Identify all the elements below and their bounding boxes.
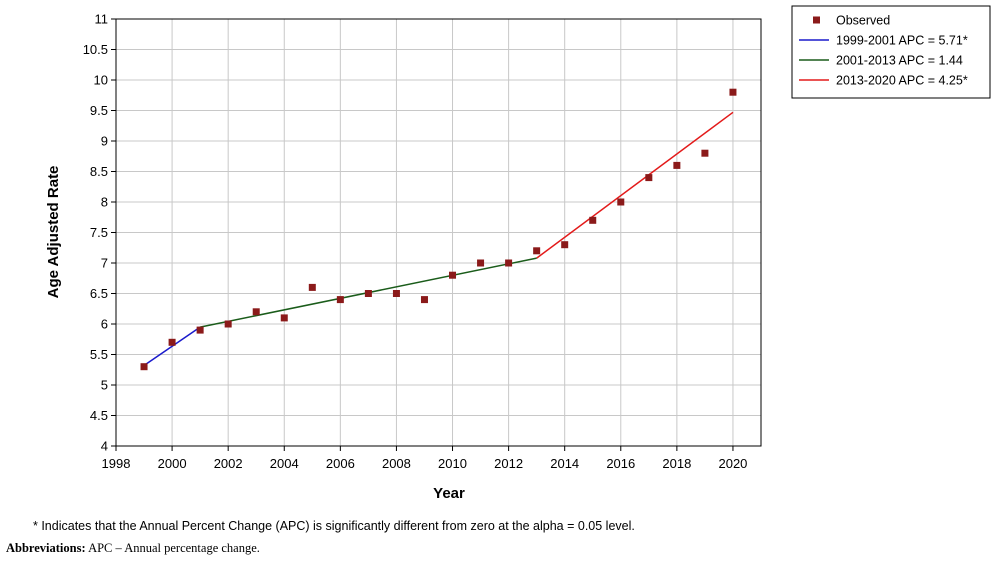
data-point (505, 259, 513, 267)
x-tick-label: 2020 (718, 456, 747, 471)
y-tick-label: 7.5 (90, 225, 108, 240)
y-tick-label: 6.5 (90, 286, 108, 301)
data-point (420, 296, 428, 304)
x-tick-label: 2008 (382, 456, 411, 471)
x-tick-label: 2012 (494, 456, 523, 471)
data-point (196, 326, 204, 334)
y-tick-label: 8.5 (90, 164, 108, 179)
data-point (336, 296, 344, 304)
x-tick-label: 2018 (662, 456, 691, 471)
legend-label: 2001-2013 APC = 1.44 (836, 54, 963, 68)
y-tick-label: 5 (101, 378, 108, 393)
data-point (364, 290, 372, 297)
x-tick-label: 1998 (102, 456, 131, 471)
data-point (673, 161, 681, 169)
legend-box (791, 5, 991, 99)
data-point (589, 216, 597, 224)
data-point (561, 241, 569, 249)
data-point (392, 290, 400, 297)
x-tick-label: 2006 (326, 456, 355, 471)
y-axis-ticks: 4 4.5 5 5.5 6 6.5 7 7.5 8 8.5 9 9.5 10 10.5 11 (83, 12, 116, 454)
legend-label: 2013-2020 APC = 4.25* (836, 74, 968, 88)
x-tick-label: 2000 (158, 456, 187, 471)
y-tick-label: 4.5 (90, 408, 108, 423)
grid (116, 19, 761, 446)
data-point (168, 338, 176, 346)
x-axis-ticks: 1998 2000 2002 2004 2006 2008 2010 2012 2014 2016… (102, 446, 747, 471)
data-point (617, 198, 625, 206)
y-tick-label: 11 (95, 12, 109, 27)
data-point (308, 283, 316, 291)
x-tick-label: 2004 (270, 456, 299, 471)
x-tick-label: 2002 (214, 456, 243, 471)
x-tick-label: 2016 (606, 456, 635, 471)
observed-points (140, 88, 737, 371)
data-point (477, 259, 485, 267)
abbreviations-label: Abbreviations: (6, 541, 86, 555)
data-point (645, 174, 653, 182)
data-point (252, 308, 260, 316)
abbreviations-note: Abbreviations: APC – Annual percentage c… (6, 541, 260, 556)
data-point (224, 320, 232, 328)
trend-lines (143, 111, 734, 367)
y-tick-label: 9.5 (90, 103, 108, 118)
legend: Observed 1999-2001 APC = 5.71* 2001-2013 A… (791, 5, 991, 99)
y-tick-label: 9 (101, 134, 108, 149)
y-tick-label: 10.5 (83, 42, 108, 57)
data-point (449, 271, 457, 279)
y-tick-label: 7 (101, 256, 108, 271)
legend-marker (813, 16, 820, 24)
x-tick-label: 2010 (438, 456, 467, 471)
trend-line (143, 326, 201, 367)
data-point (533, 247, 541, 255)
y-tick-label: 5.5 (90, 347, 108, 362)
data-point (729, 88, 737, 96)
x-axis-title: Year (433, 485, 465, 502)
x-tick-label: 2014 (550, 456, 579, 471)
data-point (140, 363, 148, 371)
chart: 1998 2000 2002 2004 2006 2008 2010 2012 2014 2016… (45, 5, 991, 502)
y-tick-label: 8 (101, 195, 108, 210)
y-axis-title: Age Adjusted Rate (45, 166, 62, 299)
y-tick-label: 10 (94, 73, 108, 88)
legend-label: Observed (836, 14, 890, 28)
y-tick-label: 6 (101, 317, 108, 332)
legend-label: 1999-2001 APC = 5.71* (836, 34, 968, 48)
abbreviations-text: APC – Annual percentage change. (85, 541, 260, 555)
data-point (701, 149, 709, 157)
data-point (280, 314, 288, 322)
significance-footnote: * Indicates that the Annual Percent Chan… (33, 519, 635, 533)
trend-line (536, 111, 734, 259)
y-tick-label: 4 (101, 439, 108, 454)
